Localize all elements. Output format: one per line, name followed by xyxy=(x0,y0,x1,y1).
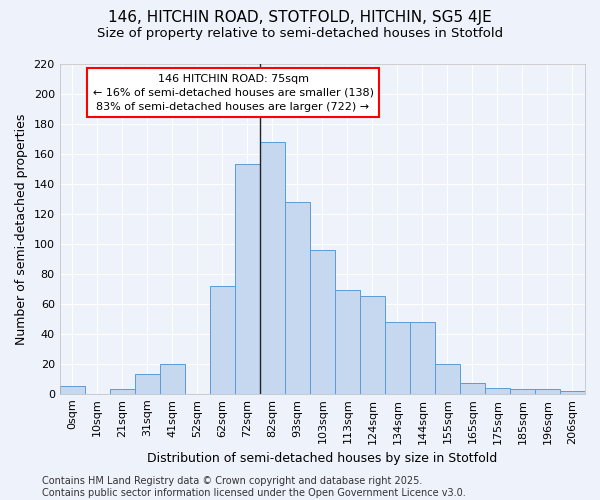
Text: 146 HITCHIN ROAD: 75sqm
← 16% of semi-detached houses are smaller (138)
83% of s: 146 HITCHIN ROAD: 75sqm ← 16% of semi-de… xyxy=(92,74,374,112)
Bar xyxy=(435,364,460,394)
Bar xyxy=(385,322,410,394)
Bar xyxy=(310,250,335,394)
Bar xyxy=(235,164,260,394)
Bar xyxy=(285,202,310,394)
Bar xyxy=(460,384,485,394)
Bar xyxy=(560,391,585,394)
Bar xyxy=(135,374,160,394)
Bar xyxy=(535,390,560,394)
Bar xyxy=(485,388,510,394)
Y-axis label: Number of semi-detached properties: Number of semi-detached properties xyxy=(15,113,28,344)
Bar xyxy=(59,386,85,394)
Bar xyxy=(260,142,285,394)
Bar xyxy=(510,390,535,394)
X-axis label: Distribution of semi-detached houses by size in Stotfold: Distribution of semi-detached houses by … xyxy=(147,452,497,465)
Bar xyxy=(160,364,185,394)
Text: Contains HM Land Registry data © Crown copyright and database right 2025.
Contai: Contains HM Land Registry data © Crown c… xyxy=(42,476,466,498)
Bar xyxy=(110,390,135,394)
Bar xyxy=(335,290,360,394)
Text: 146, HITCHIN ROAD, STOTFOLD, HITCHIN, SG5 4JE: 146, HITCHIN ROAD, STOTFOLD, HITCHIN, SG… xyxy=(108,10,492,25)
Bar xyxy=(210,286,235,394)
Bar xyxy=(360,296,385,394)
Text: Size of property relative to semi-detached houses in Stotfold: Size of property relative to semi-detach… xyxy=(97,28,503,40)
Bar xyxy=(410,322,435,394)
